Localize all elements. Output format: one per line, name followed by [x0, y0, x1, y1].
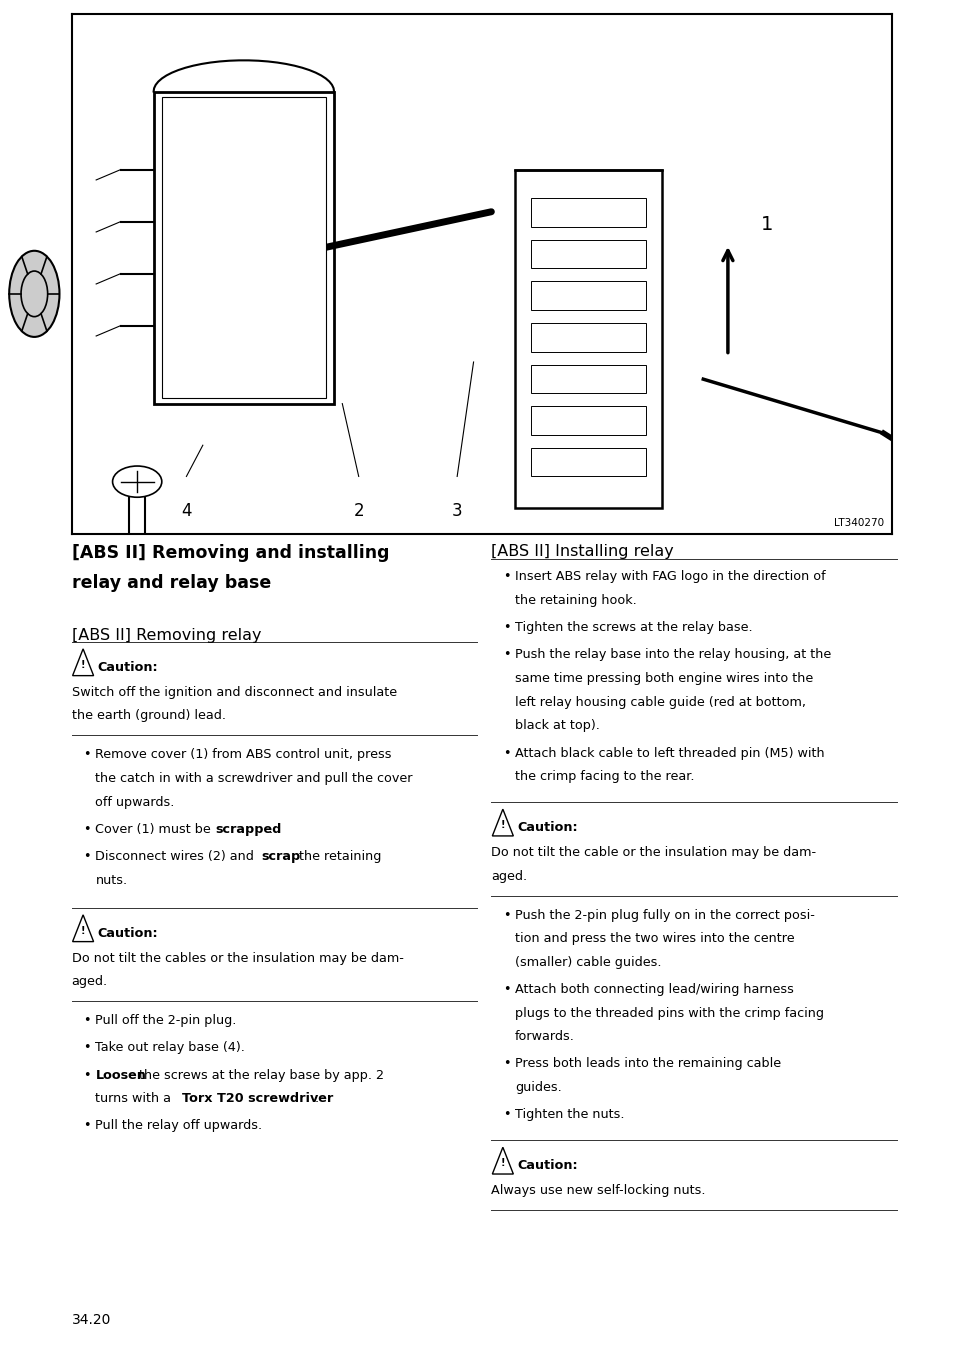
Text: left relay housing cable guide (red at bottom,: left relay housing cable guide (red at b…: [515, 696, 805, 709]
Text: tion and press the two wires into the centre: tion and press the two wires into the ce…: [515, 932, 794, 946]
Text: turns with a: turns with a: [95, 1092, 175, 1105]
Text: •: •: [502, 621, 510, 634]
FancyBboxPatch shape: [531, 199, 645, 227]
Text: •: •: [502, 1108, 510, 1121]
Text: scrap: scrap: [261, 850, 300, 863]
Circle shape: [112, 466, 162, 497]
Text: .: .: [314, 1092, 318, 1105]
Text: nuts.: nuts.: [95, 874, 128, 886]
Text: the earth (ground) lead.: the earth (ground) lead.: [71, 709, 225, 723]
Text: Remove cover (1) from ABS control unit, press: Remove cover (1) from ABS control unit, …: [95, 748, 392, 761]
Text: Attach both connecting lead/wiring harness: Attach both connecting lead/wiring harne…: [515, 984, 793, 996]
Text: the crimp facing to the rear.: the crimp facing to the rear.: [515, 770, 694, 784]
Text: Attach black cable to left threaded pin (M5) with: Attach black cable to left threaded pin …: [515, 747, 824, 759]
Text: 3: 3: [452, 503, 462, 520]
Text: Insert ABS relay with FAG logo in the direction of: Insert ABS relay with FAG logo in the di…: [515, 570, 825, 584]
FancyBboxPatch shape: [531, 447, 645, 477]
FancyBboxPatch shape: [531, 281, 645, 309]
Text: LT340270: LT340270: [833, 519, 882, 528]
Text: •: •: [83, 1069, 91, 1082]
Text: •: •: [83, 1015, 91, 1027]
Text: •: •: [502, 908, 510, 921]
Text: (smaller) cable guides.: (smaller) cable guides.: [515, 955, 661, 969]
Text: scrapped: scrapped: [214, 823, 281, 836]
Text: Do not tilt the cable or the insulation may be dam-: Do not tilt the cable or the insulation …: [491, 846, 816, 859]
Text: Caution:: Caution:: [97, 927, 158, 940]
FancyBboxPatch shape: [162, 97, 326, 399]
FancyBboxPatch shape: [531, 365, 645, 393]
Text: •: •: [83, 823, 91, 836]
Text: Loosen: Loosen: [95, 1069, 146, 1082]
Text: •: •: [502, 984, 510, 996]
Text: 34.20: 34.20: [71, 1313, 111, 1327]
Text: black at top).: black at top).: [515, 719, 599, 732]
Text: Push the 2-pin plug fully on in the correct posi-: Push the 2-pin plug fully on in the corr…: [515, 908, 814, 921]
Text: •: •: [83, 748, 91, 761]
Text: •: •: [502, 1058, 510, 1070]
Text: •: •: [83, 850, 91, 863]
Text: Tighten the screws at the relay base.: Tighten the screws at the relay base.: [515, 621, 752, 634]
Text: 4: 4: [181, 503, 192, 520]
Text: !: !: [81, 925, 85, 935]
Circle shape: [21, 272, 48, 316]
FancyBboxPatch shape: [514, 169, 661, 508]
Text: Switch off the ignition and disconnect and insulate: Switch off the ignition and disconnect a…: [71, 685, 396, 698]
Text: •: •: [83, 1120, 91, 1132]
Text: Caution:: Caution:: [517, 821, 578, 834]
Text: Pull off the 2-pin plug.: Pull off the 2-pin plug.: [95, 1015, 236, 1027]
Text: 2: 2: [353, 503, 364, 520]
Text: Always use new self-locking nuts.: Always use new self-locking nuts.: [491, 1183, 705, 1197]
Text: Pull the relay off upwards.: Pull the relay off upwards.: [95, 1120, 262, 1132]
Text: Tighten the nuts.: Tighten the nuts.: [515, 1108, 624, 1121]
Text: •: •: [502, 570, 510, 584]
Text: Cover (1) must be: Cover (1) must be: [95, 823, 215, 836]
Text: the catch in with a screwdriver and pull the cover: the catch in with a screwdriver and pull…: [95, 771, 413, 785]
Text: !: !: [500, 820, 504, 830]
Text: •: •: [502, 747, 510, 759]
Text: relay and relay base: relay and relay base: [71, 574, 271, 592]
Text: Disconnect wires (2) and: Disconnect wires (2) and: [95, 850, 258, 863]
Text: aged.: aged.: [491, 870, 527, 882]
Text: !: !: [500, 1158, 504, 1167]
FancyBboxPatch shape: [531, 239, 645, 269]
Text: same time pressing both engine wires into the: same time pressing both engine wires int…: [515, 671, 813, 685]
Text: 1: 1: [760, 215, 772, 234]
Text: the screws at the relay base by app. 2: the screws at the relay base by app. 2: [135, 1069, 384, 1082]
Text: [ABS II] Installing relay: [ABS II] Installing relay: [491, 544, 674, 559]
Text: Take out relay base (4).: Take out relay base (4).: [95, 1042, 245, 1054]
FancyBboxPatch shape: [153, 92, 334, 404]
Text: Press both leads into the remaining cable: Press both leads into the remaining cabl…: [515, 1058, 781, 1070]
Circle shape: [10, 251, 59, 336]
Text: Torx T20 screwdriver: Torx T20 screwdriver: [182, 1092, 333, 1105]
Text: !: !: [81, 659, 85, 670]
Text: the retaining: the retaining: [294, 850, 380, 863]
FancyBboxPatch shape: [531, 323, 645, 351]
Text: the retaining hook.: the retaining hook.: [515, 594, 637, 607]
Text: guides.: guides.: [515, 1081, 561, 1094]
Text: off upwards.: off upwards.: [95, 796, 174, 808]
Text: •: •: [502, 648, 510, 662]
Text: aged.: aged.: [71, 975, 108, 988]
Text: forwards.: forwards.: [515, 1031, 575, 1043]
Text: Caution:: Caution:: [97, 661, 158, 674]
Text: Caution:: Caution:: [517, 1159, 578, 1173]
Text: Do not tilt the cables or the insulation may be dam-: Do not tilt the cables or the insulation…: [71, 951, 403, 965]
Text: .: .: [268, 823, 272, 836]
Text: Push the relay base into the relay housing, at the: Push the relay base into the relay housi…: [515, 648, 830, 662]
Text: •: •: [83, 1042, 91, 1054]
Text: [ABS II] Removing and installing: [ABS II] Removing and installing: [71, 544, 389, 562]
Text: plugs to the threaded pins with the crimp facing: plugs to the threaded pins with the crim…: [515, 1006, 823, 1020]
FancyBboxPatch shape: [531, 407, 645, 435]
Text: [ABS II] Removing relay: [ABS II] Removing relay: [71, 628, 261, 643]
